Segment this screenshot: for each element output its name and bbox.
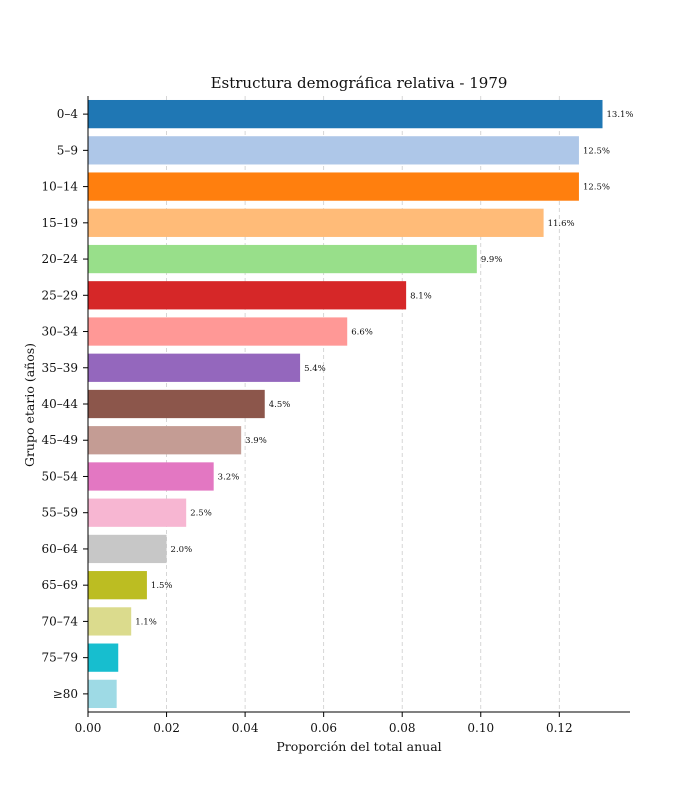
bars: [88, 99, 603, 709]
y-axis-label: Grupo etario (años): [22, 343, 37, 467]
bar-6: [88, 317, 348, 346]
data-labels: 13.1% 12.5% 12.5% 11.6% 9.9% 8.1% 6.6% 5.4% 4.5%…: [135, 110, 633, 627]
bar-11: [88, 498, 187, 527]
y-tick-label: ≥80: [53, 687, 78, 701]
bar-9: [88, 426, 242, 455]
x-tick-label: 0.06: [310, 721, 337, 735]
x-tick-label: 0.04: [232, 721, 259, 735]
y-tick-label: 40–44: [41, 397, 78, 411]
bar-5: [88, 281, 407, 310]
data-label: 3.9%: [245, 436, 267, 446]
y-tick-label: 5–9: [57, 143, 78, 157]
y-tick-label: 10–14: [41, 180, 78, 194]
chart-title: Estructura demográfica relativa - 1979: [211, 74, 508, 92]
data-label: 1.5%: [151, 581, 173, 591]
data-label: 13.1%: [607, 110, 634, 120]
bar-8: [88, 389, 265, 419]
bar-0: [88, 99, 603, 129]
x-tick-label: 0.12: [546, 721, 573, 735]
y-tick-label: 45–49: [41, 433, 78, 447]
y-tick-label: 30–34: [41, 325, 78, 339]
bar-1: [88, 136, 579, 165]
data-label: 5.4%: [304, 364, 326, 374]
x-tick-label: 0.00: [75, 721, 102, 735]
data-label: 2.0%: [171, 545, 193, 555]
y-tick-label: 0–4: [57, 107, 79, 121]
bar-7: [88, 353, 301, 382]
data-label: 6.6%: [351, 328, 373, 338]
y-tick-label: 15–19: [41, 216, 78, 230]
data-label: 12.5%: [583, 146, 610, 156]
bar-16: [88, 679, 117, 709]
y-tick-label: 20–24: [41, 252, 78, 266]
y-tick-label: 60–64: [41, 542, 78, 556]
data-label: 11.6%: [548, 219, 575, 229]
data-label: 12.5%: [583, 183, 610, 193]
bar-13: [88, 571, 147, 600]
bar-3: [88, 208, 544, 237]
bar-4: [88, 244, 477, 274]
y-tick-label: 35–39: [41, 361, 78, 375]
bar-2: [88, 172, 579, 201]
x-tick-label: 0.10: [467, 721, 494, 735]
bar-12: [88, 534, 167, 564]
y-tick-label: 75–79: [41, 651, 78, 665]
y-tick-label: 65–69: [41, 578, 78, 592]
bar-15: [88, 643, 119, 672]
x-axis-ticks: 0.00 0.02 0.04 0.06 0.08 0.10 0.12: [75, 712, 573, 735]
data-label: 1.1%: [135, 617, 157, 627]
data-label: 9.9%: [481, 255, 503, 265]
data-label: 4.5%: [269, 400, 291, 410]
x-tick-label: 0.08: [389, 721, 416, 735]
data-label: 2.5%: [190, 509, 212, 519]
data-label: 3.2%: [218, 472, 240, 482]
bar-10: [88, 462, 214, 491]
y-axis-ticks: 0–4 5–9 10–14 15–19 20–24 25–29 30–34 35–39 40–4…: [41, 107, 88, 701]
x-tick-label: 0.02: [153, 721, 180, 735]
y-tick-label: 70–74: [41, 614, 78, 628]
data-label: 8.1%: [410, 291, 432, 301]
y-tick-label: 55–59: [41, 506, 78, 520]
x-axis-label: Proporción del total anual: [276, 739, 441, 754]
y-tick-label: 25–29: [41, 288, 78, 302]
bar-14: [88, 607, 132, 636]
y-tick-label: 50–54: [41, 469, 78, 483]
